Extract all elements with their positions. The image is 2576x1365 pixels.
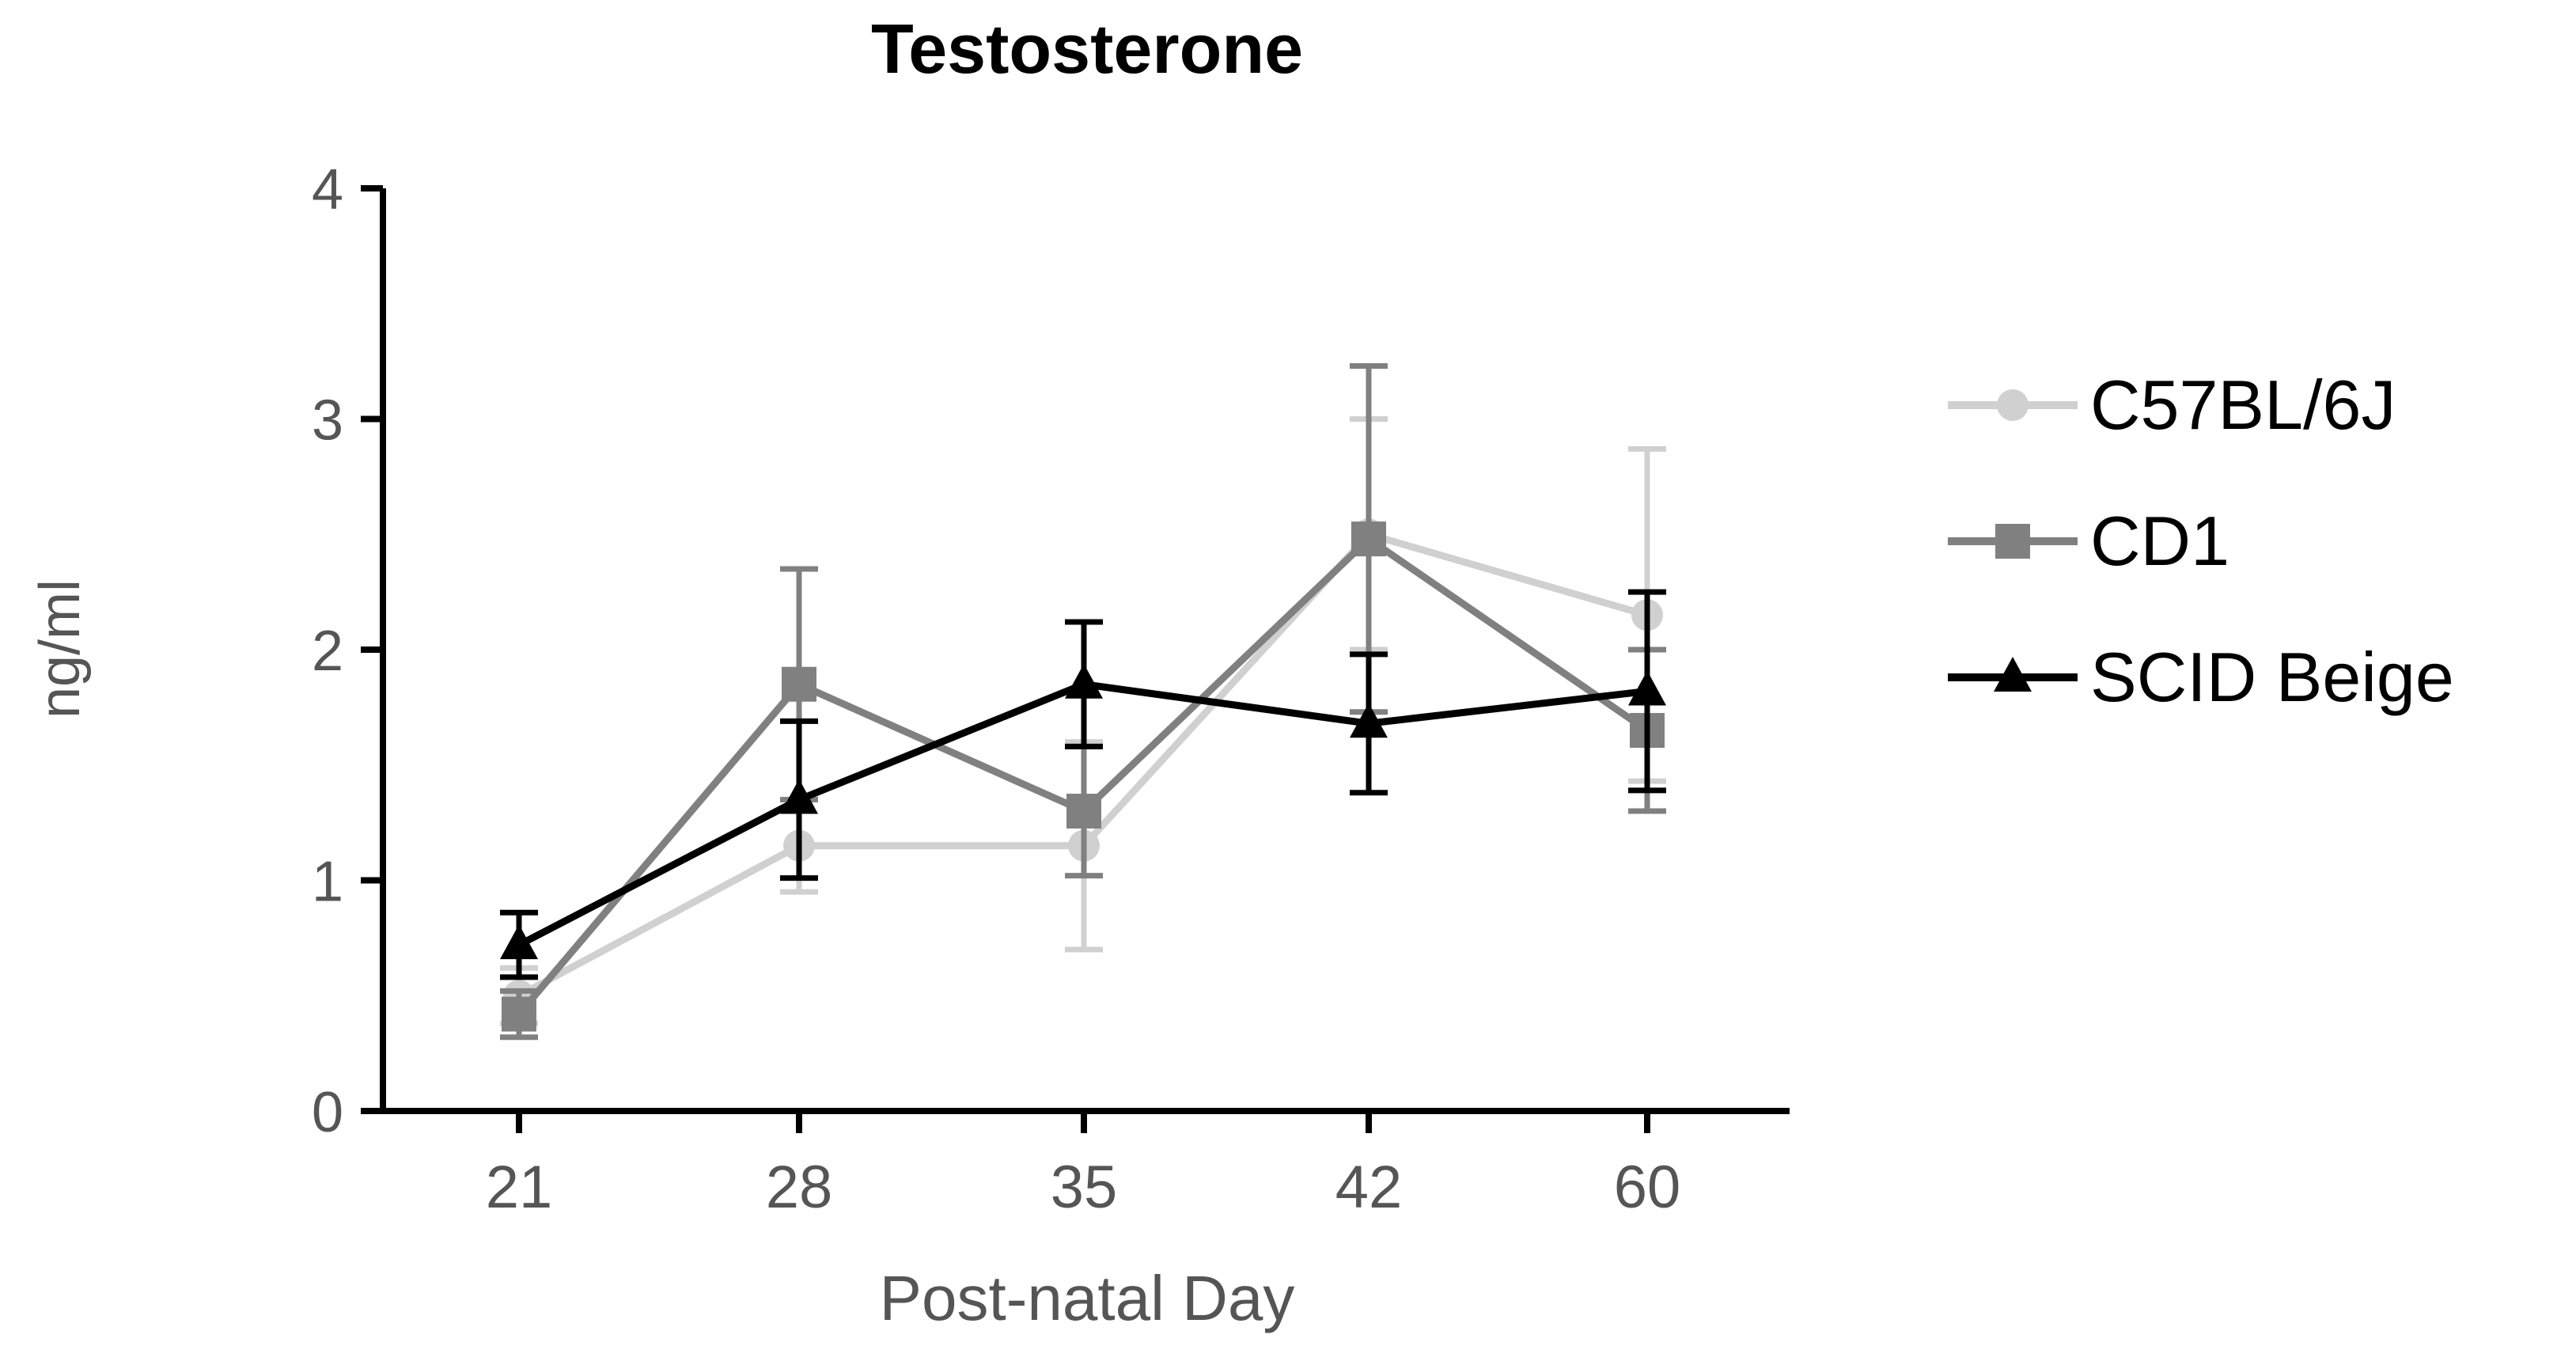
y-axis-label: ng/ml [28,579,92,719]
data-point [780,779,818,814]
series-layer [500,362,1666,1041]
legend-swatch-marker [1995,524,2030,559]
legend-label: C57BL/6J [2090,366,2396,444]
data-point [1628,670,1666,706]
legend: C57BL/6J CD1 SCID Beige [1948,366,2454,716]
x-tick-label: 35 [1051,1154,1118,1221]
series-cd1 [500,362,1666,1041]
legend-label: CD1 [2090,502,2229,580]
x-axis-label: Post-natal Day [880,1263,1295,1333]
y-tick-label: 3 [312,389,343,453]
legend-item: C57BL/6J [1948,366,2396,444]
y-tick-label: 2 [312,620,343,683]
x-tick-label: 21 [486,1154,553,1221]
series-scid-beige [500,589,1666,980]
y-tick-label: 4 [312,158,343,222]
x-tick-label: 28 [766,1154,833,1221]
data-point [1350,703,1388,738]
data-point [1351,521,1386,557]
data-point [1066,794,1101,829]
data-point [782,666,816,702]
data-point [500,924,538,960]
legend-swatch-marker [1997,389,2029,421]
legend-item: SCID Beige [1948,638,2454,716]
legend-swatch-marker [1994,657,2032,692]
legend-label: SCID Beige [2090,638,2454,716]
axes: 0 1 2 3 4 21 28 35 42 60 [312,158,1790,1221]
data-point [1065,663,1103,699]
x-tick-label: 42 [1335,1154,1403,1221]
y-tick-label: 0 [312,1081,343,1144]
y-tick-label: 1 [312,851,343,914]
legend-item: CD1 [1948,502,2229,580]
x-tick-label: 60 [1614,1154,1681,1221]
chart-title: Testosterone [871,9,1303,88]
data-point [502,996,536,1032]
